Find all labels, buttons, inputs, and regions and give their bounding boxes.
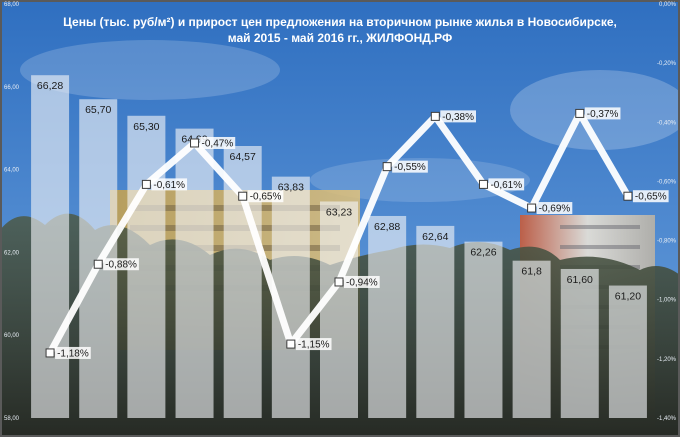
line-label-background (392, 160, 428, 173)
right-axis-tick: -0,60% (657, 179, 677, 185)
line-value-label: -0,55% (394, 162, 426, 173)
bar (560, 268, 599, 418)
bar-value-label: 62,64 (422, 231, 448, 243)
line-marker (93, 259, 103, 269)
line-label-background (295, 338, 332, 351)
line-value-label: -0,38% (442, 112, 474, 123)
bar (416, 225, 455, 418)
line-marker (382, 162, 392, 172)
bar-value-label: 61,20 (615, 291, 641, 303)
bar (368, 215, 407, 418)
left-axis: 68,00 66,00 64,00 62,00 60,00 58,00 (4, 2, 20, 422)
line-marker (623, 191, 633, 201)
right-axis-tick: -0,80% (657, 239, 677, 245)
right-axis-tick: -0,40% (657, 120, 677, 126)
bar-value-label: 66,28 (37, 80, 63, 92)
line-series: -1,18% -0,88% -0,61% -0,47% -0,65% -1,15% -0,9… (45, 107, 669, 359)
line-marker (286, 339, 296, 349)
bar (464, 241, 503, 418)
line-value-label: -0,88% (105, 260, 137, 271)
line-label-background (344, 275, 380, 288)
line-value-label: -0,61% (153, 180, 185, 191)
bar (512, 260, 551, 418)
line-label-background (55, 346, 91, 359)
line-value-label: -1,15% (298, 340, 330, 351)
line-value-label: -0,61% (490, 180, 522, 191)
line-value-label: -0,65% (250, 192, 282, 203)
bar-value-label: 63,83 (278, 182, 304, 194)
bars: 66,2865,7065,3064,9964,5763,8363,2362,88… (31, 75, 647, 418)
line-marker (430, 111, 440, 121)
bar-value-label: 63,23 (326, 206, 352, 218)
line-value-label: -0,65% (635, 192, 667, 203)
chart-title: Цены (тыс. руб/м²) и прирост цен предлож… (63, 15, 617, 29)
line-marker (575, 108, 585, 118)
left-axis-tick: 66,00 (4, 85, 20, 91)
line-value-label: -0,94% (346, 277, 378, 288)
bar (608, 285, 647, 418)
line-value-label: -0,47% (202, 138, 234, 149)
line-label-background (440, 110, 476, 123)
line-marker (527, 203, 537, 213)
bar-value-label: 62,26 (470, 247, 496, 259)
line-label-background (488, 178, 525, 191)
right-axis-tick: -0,20% (657, 61, 677, 67)
left-axis-tick: 64,00 (4, 168, 20, 174)
line-label-background (584, 107, 621, 120)
line-marker (478, 179, 488, 189)
bar-value-label: 61,8 (521, 266, 542, 278)
chart-subtitle: май 2015 - май 2016 гг., ЖИЛФОНД.РФ (228, 31, 453, 45)
line-value-label: -0,69% (539, 204, 571, 215)
line-value-label: -0,37% (587, 109, 619, 120)
bar (223, 146, 262, 418)
bar (175, 128, 214, 418)
line-label-background (199, 136, 236, 149)
line-marker (334, 277, 344, 287)
right-axis-tick: -1,40% (657, 416, 677, 422)
line-value-label: -1,18% (57, 348, 89, 359)
line-label-background (632, 190, 669, 203)
bar-value-label: 65,70 (85, 104, 111, 116)
line-label-background (247, 190, 284, 203)
bar-value-label: 65,30 (133, 121, 159, 133)
bar-value-label: 64,57 (230, 151, 256, 163)
bar-value-label: 62,88 (374, 221, 400, 233)
bar (31, 75, 70, 418)
left-axis-tick: 62,00 (4, 250, 20, 256)
line-marker (45, 348, 55, 358)
line-label-background (151, 178, 188, 191)
bar-value-label: 61,60 (567, 274, 593, 286)
right-axis-tick: -1,00% (657, 298, 677, 304)
bar (320, 201, 358, 418)
right-axis-tick: 0,00% (659, 2, 677, 8)
line-marker (141, 179, 151, 189)
left-axis-tick: 60,00 (4, 333, 20, 339)
left-axis-tick: 58,00 (4, 416, 20, 422)
cloud (20, 40, 280, 100)
line-label-background (536, 202, 573, 215)
line-marker (190, 138, 200, 148)
right-axis-tick: -1,20% (657, 357, 677, 363)
right-axis: 0,00% -0,20% -0,40% -0,60% -0,80% -1,00% -1,20… (657, 2, 677, 422)
left-axis-tick: 68,00 (4, 2, 20, 8)
line-label-background (103, 258, 139, 271)
line-marker (238, 191, 248, 201)
